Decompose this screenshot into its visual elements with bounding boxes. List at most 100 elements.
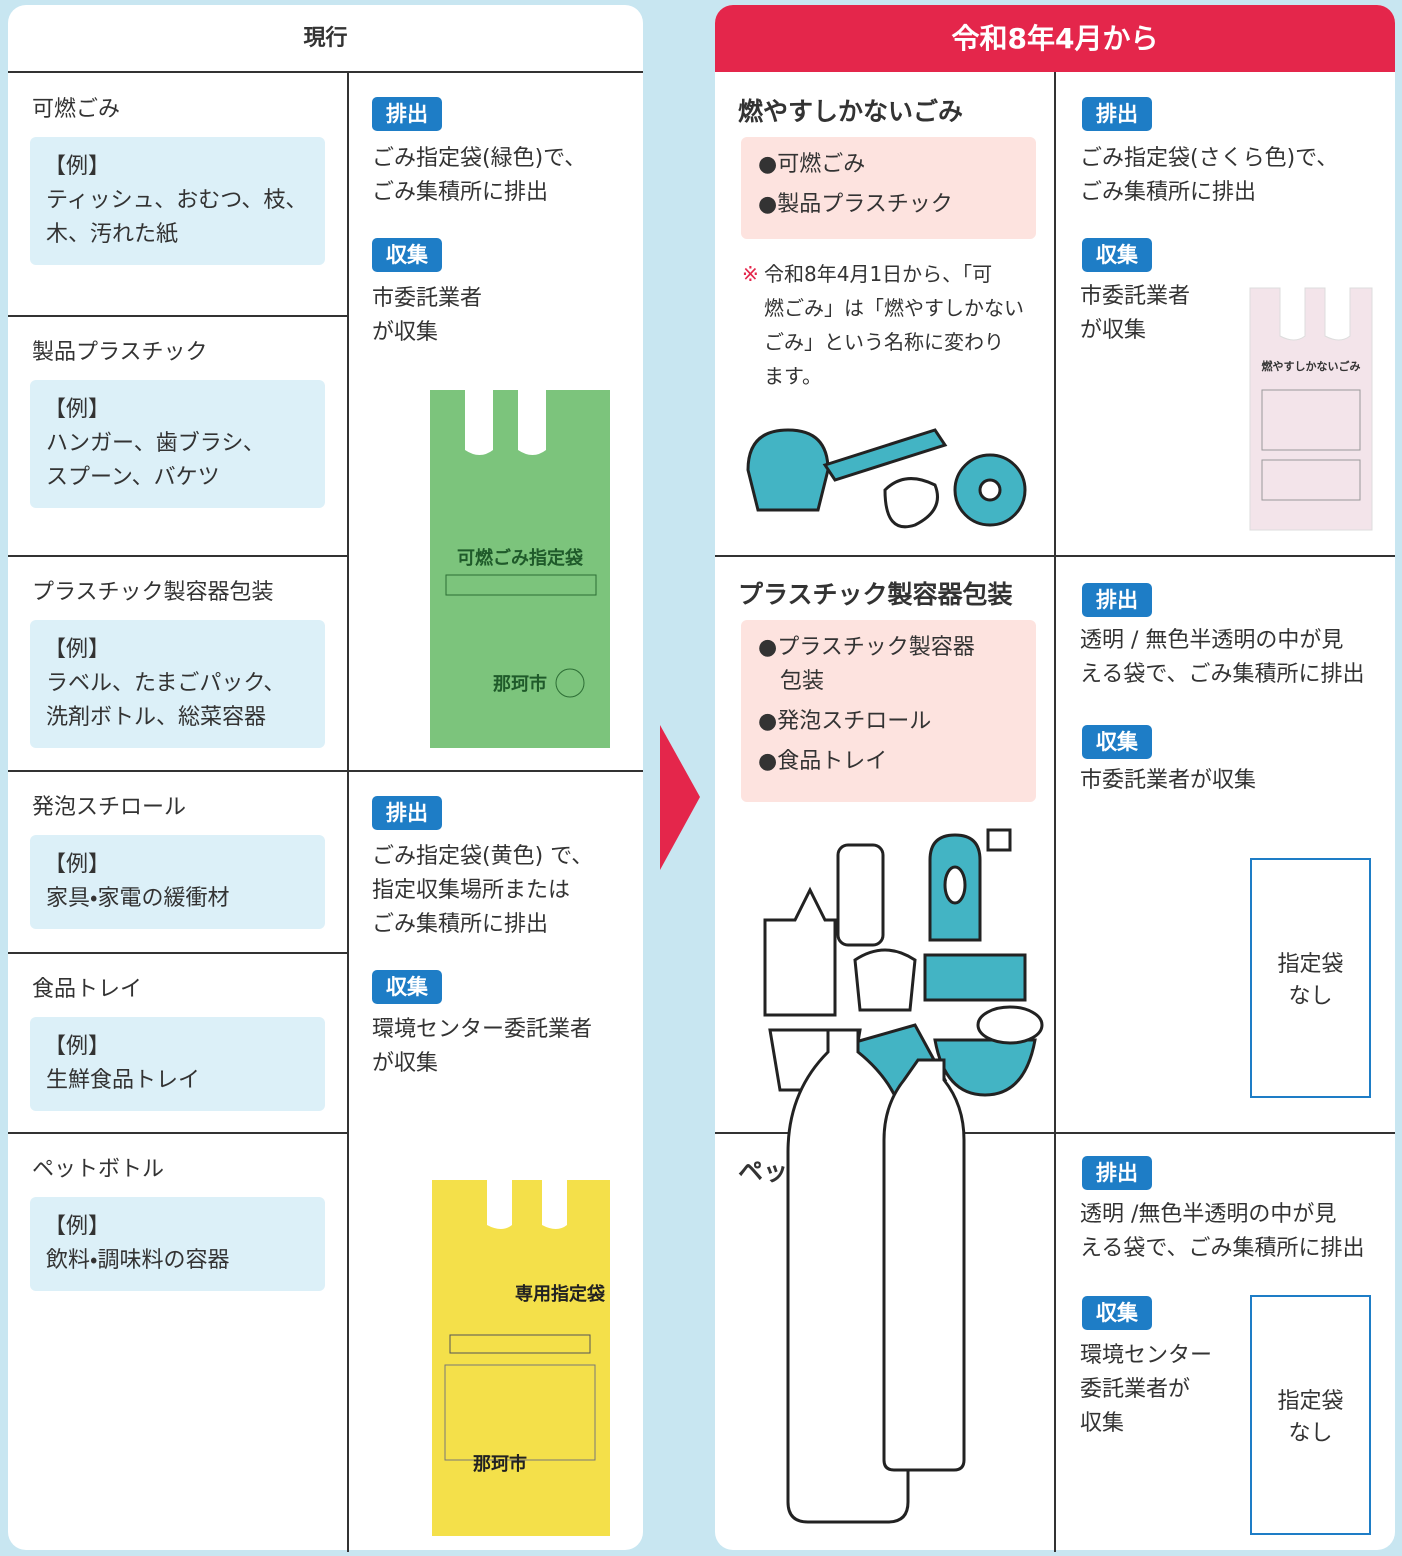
bullet-box xyxy=(741,137,1036,239)
collection-text: 市委託業者 xyxy=(1080,284,1191,309)
collection-text: が収集 xyxy=(1080,318,1147,343)
badge: 排出 xyxy=(372,796,442,830)
section-title: プラスチック製容器包装 xyxy=(738,580,1013,609)
plastic-illustration xyxy=(763,828,1044,1102)
bag-panel xyxy=(1261,459,1361,501)
example-label: 【例】 xyxy=(44,397,111,422)
badge: 排出 xyxy=(1082,97,1152,131)
green-bag xyxy=(430,390,610,748)
example-text: 飲料・調味料の容器 xyxy=(46,1248,230,1273)
no-bag-box xyxy=(1250,1295,1371,1535)
example-text: 木、汚れた紙 xyxy=(46,222,179,247)
discharge-text: える袋で、ごみ集積所に排出 xyxy=(1080,1236,1365,1261)
divider xyxy=(8,1132,348,1134)
note-text: 令和8年4月1日から、「可 xyxy=(764,262,993,286)
divider xyxy=(8,555,348,557)
collection-text: 市委託業者 xyxy=(372,286,483,311)
badge: 排出 xyxy=(372,97,442,131)
discharge-text: ごみ集積所に排出 xyxy=(1080,180,1257,205)
pet-bottle-illustration xyxy=(786,1028,966,1524)
badge: 排出 xyxy=(1082,583,1152,617)
note-mark: ※ xyxy=(742,262,759,286)
example-box xyxy=(30,1017,325,1111)
divider xyxy=(8,71,643,73)
divider xyxy=(347,72,349,1552)
bullet-text: ●可燃ごみ xyxy=(758,152,866,177)
example-text: スプーン、バケツ xyxy=(46,465,220,490)
badge: 収集 xyxy=(1082,725,1152,759)
category-name: プラスチック製容器包装 xyxy=(32,580,274,605)
bag-label: 那珂市 xyxy=(473,1453,527,1475)
divider xyxy=(8,770,348,772)
no-bag-text: なし xyxy=(1288,984,1333,1009)
collection-text: 市委託業者が収集 xyxy=(1080,768,1257,793)
discharge-text: ごみ集積所に排出 xyxy=(372,180,549,205)
example-label: 【例】 xyxy=(44,852,111,877)
bag-logo xyxy=(555,668,585,698)
category-name: ペットボトル xyxy=(32,1157,165,1182)
discharge-text: ごみ指定袋(さくら色)で、 xyxy=(1080,146,1339,171)
category-name: 製品プラスチック xyxy=(32,340,208,365)
category-name: 発泡スチロール xyxy=(32,795,187,820)
note-text: ます。 xyxy=(764,364,822,388)
badge: 収集 xyxy=(372,970,442,1004)
divider xyxy=(715,1132,1395,1134)
example-text: 洗剤ボトル、総菜容器 xyxy=(46,705,267,730)
badge: 収集 xyxy=(372,238,442,272)
example-text: ラベル、たまごパック、 xyxy=(46,671,286,696)
no-bag-text: 指定袋 xyxy=(1277,952,1344,977)
bag-panel xyxy=(444,1364,596,1461)
pink-bag xyxy=(1249,287,1373,531)
bullet-text: ●プラスチック製容器 xyxy=(758,635,975,660)
bullet-text: 包装 xyxy=(780,669,825,694)
discharge-text: ごみ指定袋(黄色) で、 xyxy=(372,844,594,869)
bag-label: 那珂市 xyxy=(493,673,547,695)
note-text: ごみ」という名称に変わり xyxy=(764,330,1004,354)
discharge-text: える袋で、ごみ集積所に排出 xyxy=(1080,662,1365,687)
example-text: 家具・家電の緩衝材 xyxy=(46,886,230,911)
bag-panel xyxy=(1261,389,1361,451)
divider xyxy=(348,770,643,772)
bullet-box xyxy=(741,620,1036,802)
discharge-text: 透明 / 無色半透明の中が見 xyxy=(1080,628,1344,653)
collection-text: 収集 xyxy=(1080,1411,1125,1436)
example-label: 【例】 xyxy=(44,1214,111,1239)
bag-label: 可燃ごみ指定袋 xyxy=(457,547,584,569)
new-header: 令和8年4月から xyxy=(715,5,1395,72)
example-box xyxy=(30,620,325,748)
arrow xyxy=(660,725,700,870)
example-text: 生鮮食品トレイ xyxy=(46,1068,201,1093)
collection-text: 環境センター委託業者 xyxy=(372,1017,593,1042)
example-text: ハンガー、歯ブラシ、 xyxy=(46,431,265,456)
discharge-text: ごみ指定袋(緑色)で、 xyxy=(372,146,587,171)
collection-text: が収集 xyxy=(372,1051,439,1076)
example-box xyxy=(30,380,325,508)
bullet-text: ●製品プラスチック xyxy=(758,192,953,217)
discharge-text: ごみ集積所に排出 xyxy=(372,912,549,937)
bullet-text: ●食品トレイ xyxy=(758,749,888,774)
no-bag-text: なし xyxy=(1288,1421,1333,1446)
no-bag-text: 指定袋 xyxy=(1277,1389,1344,1414)
bag-field xyxy=(449,1334,591,1354)
example-box xyxy=(30,137,325,265)
divider xyxy=(8,315,348,317)
current-header: 現行 xyxy=(303,26,348,51)
yellow-bag xyxy=(432,1180,610,1536)
example-box xyxy=(30,1197,325,1291)
divider xyxy=(715,555,1395,557)
collection-text: 委託業者が xyxy=(1080,1377,1191,1402)
bullet-text: ●発泡スチロール xyxy=(758,709,932,734)
collection-text: 環境センター xyxy=(1080,1343,1213,1368)
bag-label: 燃やすしかないごみ xyxy=(1261,359,1361,373)
badge: 排出 xyxy=(1082,1156,1152,1190)
badge: 収集 xyxy=(1082,1296,1152,1330)
badge: 収集 xyxy=(1082,238,1152,272)
burnable-illustration xyxy=(746,428,1027,529)
discharge-text: 透明 /無色半透明の中が見 xyxy=(1080,1202,1337,1227)
example-box xyxy=(30,835,325,929)
bag-label: 専用指定袋 xyxy=(515,1283,606,1305)
divider xyxy=(1054,72,1056,1552)
discharge-text: 指定収集場所または xyxy=(372,878,571,903)
